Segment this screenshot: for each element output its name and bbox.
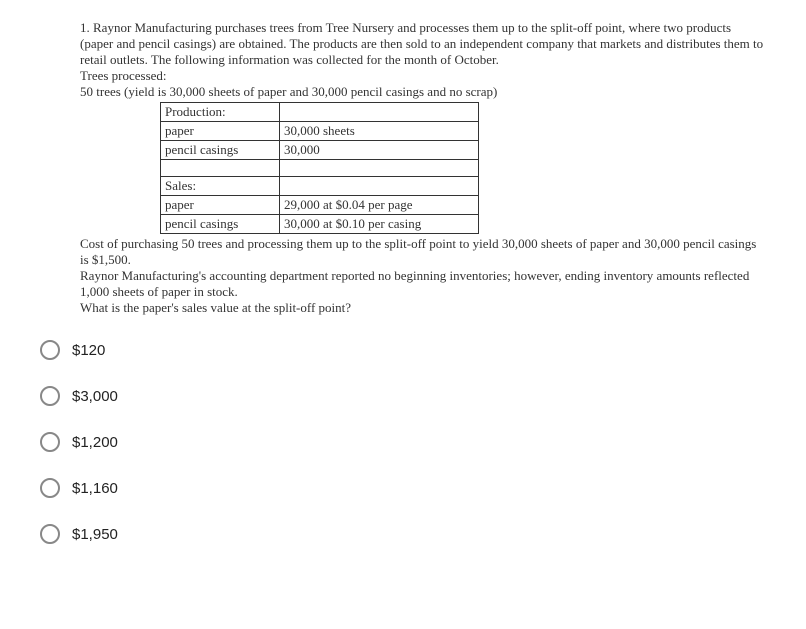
question-para1: Raynor Manufacturing purchases trees fro… (80, 20, 763, 67)
option-label: $120 (72, 342, 105, 359)
table-cell (280, 103, 479, 122)
option-3[interactable]: $1,160 (40, 478, 766, 498)
option-label: $1,200 (72, 434, 118, 451)
option-0[interactable]: $120 (40, 340, 766, 360)
radio-icon[interactable] (40, 432, 60, 452)
table-cell (280, 177, 479, 196)
table-cell: 30,000 (280, 141, 479, 160)
table-cell: Production: (161, 103, 280, 122)
question-prompt: What is the paper's sales value at the s… (80, 300, 766, 316)
answer-options: $120 $3,000 $1,200 $1,160 $1,950 (40, 340, 766, 544)
option-label: $3,000 (72, 388, 118, 405)
production-sales-table: Production: paper 30,000 sheets pencil c… (160, 102, 479, 234)
table-cell: 29,000 at $0.04 per page (280, 196, 479, 215)
question-block: 1. Raynor Manufacturing purchases trees … (80, 20, 766, 316)
table-cell: pencil casings (161, 215, 280, 234)
option-1[interactable]: $3,000 (40, 386, 766, 406)
table-cell: 30,000 at $0.10 per casing (280, 215, 479, 234)
option-4[interactable]: $1,950 (40, 524, 766, 544)
table-cell: paper (161, 196, 280, 215)
table-cell: 30,000 sheets (280, 122, 479, 141)
cost-text: Cost of purchasing 50 trees and processi… (80, 236, 766, 268)
trees-processed-label: Trees processed: (80, 68, 766, 84)
option-2[interactable]: $1,200 (40, 432, 766, 452)
radio-icon[interactable] (40, 478, 60, 498)
table-cell-empty (280, 160, 479, 177)
trees-yield: 50 trees (yield is 30,000 sheets of pape… (80, 84, 766, 100)
radio-icon[interactable] (40, 386, 60, 406)
table-cell-empty (161, 160, 280, 177)
table-cell: Sales: (161, 177, 280, 196)
inventory-text: Raynor Manufacturing's accounting depart… (80, 268, 766, 300)
table-cell: paper (161, 122, 280, 141)
radio-icon[interactable] (40, 524, 60, 544)
question-number: 1. (80, 20, 90, 35)
radio-icon[interactable] (40, 340, 60, 360)
option-label: $1,160 (72, 480, 118, 497)
option-label: $1,950 (72, 526, 118, 543)
table-cell: pencil casings (161, 141, 280, 160)
